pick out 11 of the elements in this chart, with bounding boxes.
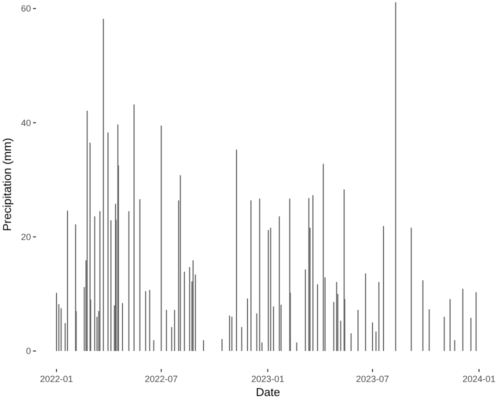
x-tick-label: 2022-01 <box>40 374 74 384</box>
x-tick-label: 2023-01 <box>251 374 284 384</box>
y-axis-title: Precipitation (mm) <box>2 138 14 232</box>
y-tick-label: 60 <box>20 4 31 14</box>
y-tick-label: 0 <box>26 346 31 356</box>
x-tick-label: 2023-07 <box>356 374 390 384</box>
x-tick-label: 2022-07 <box>144 374 178 384</box>
y-tick-label: 20 <box>20 232 31 242</box>
y-tick-label: 40 <box>20 118 31 128</box>
x-axis-title: Date <box>256 387 280 399</box>
x-tick-label: 2024-01 <box>462 374 496 384</box>
